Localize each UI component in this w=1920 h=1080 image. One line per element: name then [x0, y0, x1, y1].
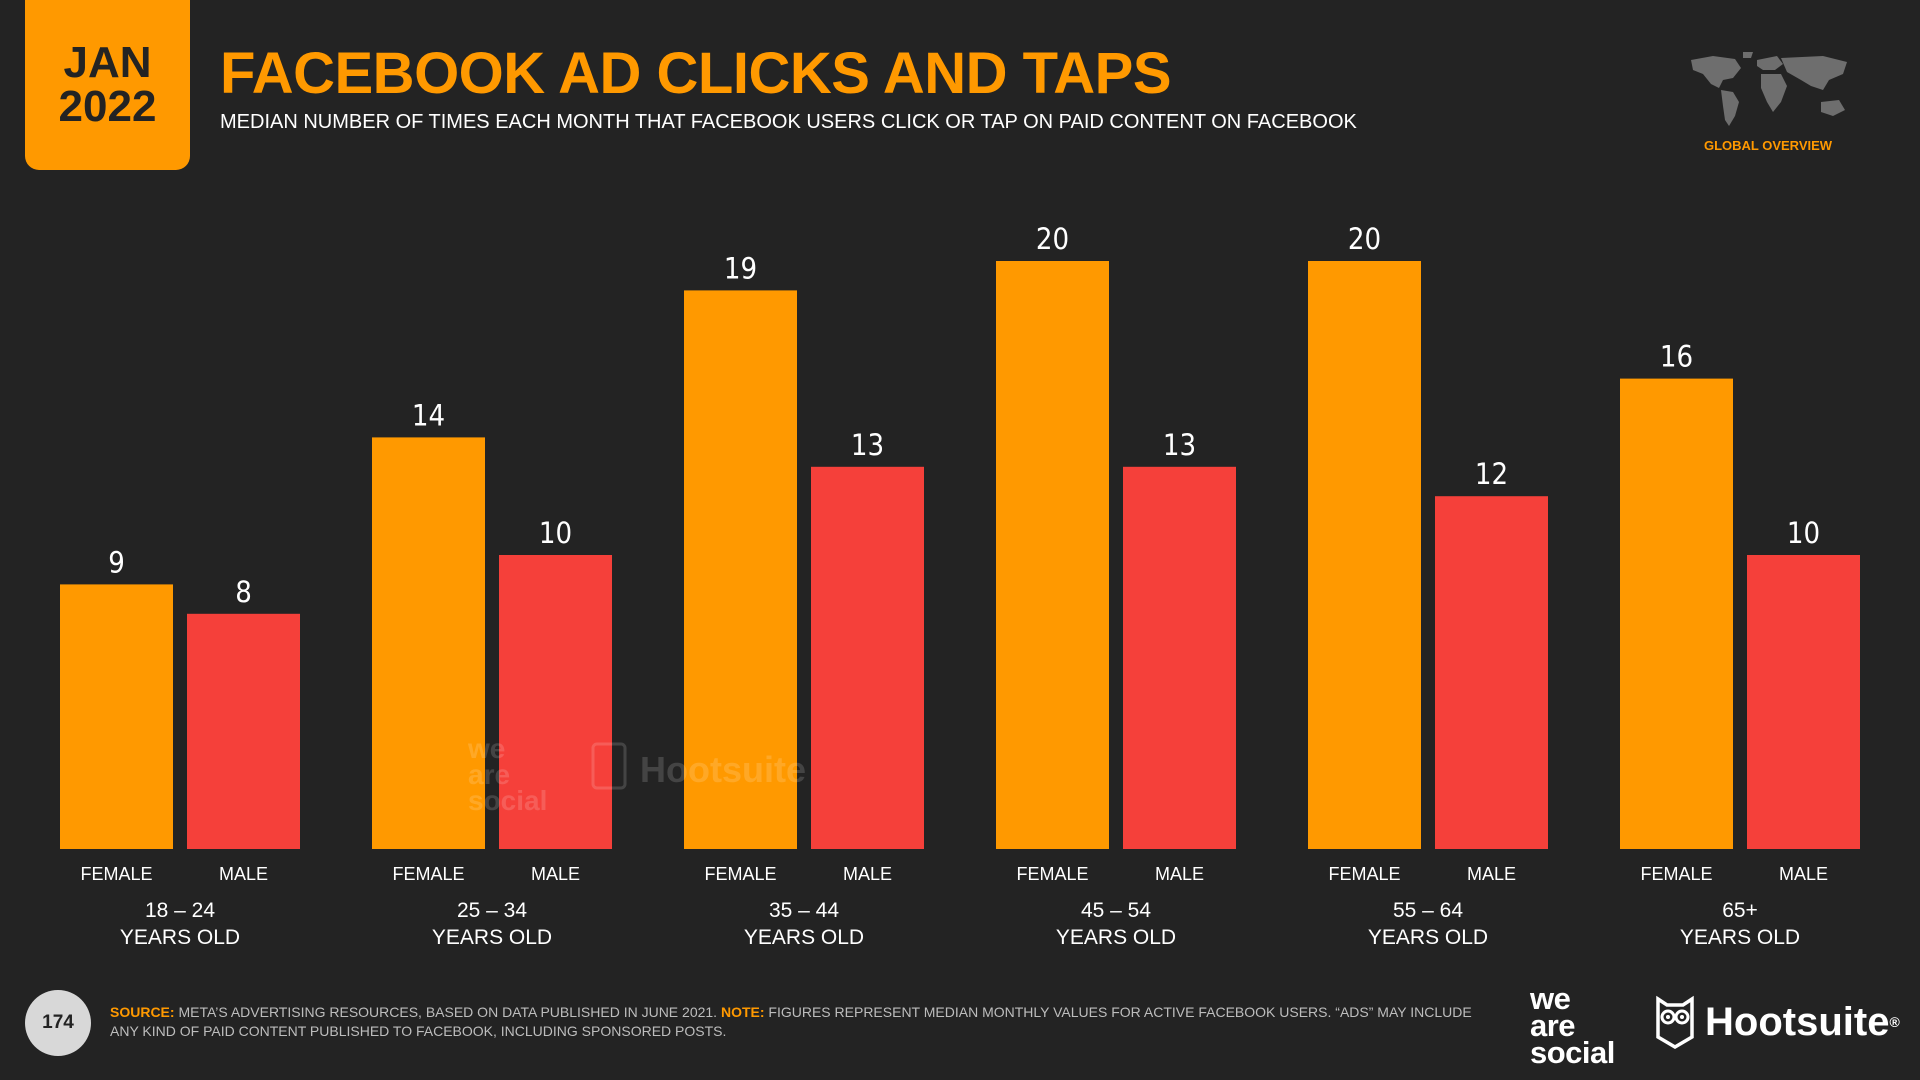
- series-label-male: MALE: [1779, 864, 1828, 884]
- series-label-female: FEMALE: [704, 864, 776, 884]
- date-month: JAN: [63, 38, 152, 87]
- bar-value-label: 10: [539, 516, 572, 550]
- bar-value-label: 16: [1660, 340, 1693, 374]
- category-label-range: 25 – 34: [457, 899, 527, 922]
- bar-value-label: 14: [412, 398, 445, 432]
- bar-male: [1435, 496, 1548, 849]
- world-map-icon: [1691, 52, 1847, 126]
- source-text: META’S ADVERTISING RESOURCES, BASED ON D…: [178, 1004, 718, 1020]
- note-key: NOTE:: [720, 1004, 765, 1020]
- category-label-range: 18 – 24: [145, 899, 215, 922]
- category-label-suffix: YEARS OLD: [1680, 926, 1800, 949]
- bar-value-label: 9: [108, 545, 125, 579]
- category-label-suffix: YEARS OLD: [1368, 926, 1488, 949]
- page-number: 174: [25, 990, 91, 1056]
- category-label-suffix: YEARS OLD: [120, 926, 240, 949]
- date-year: 2022: [58, 82, 157, 131]
- series-label-female: FEMALE: [1640, 864, 1712, 884]
- category-label-suffix: YEARS OLD: [1056, 926, 1176, 949]
- region-label: GLOBAL OVERVIEW: [1703, 138, 1833, 153]
- series-label-male: MALE: [843, 864, 892, 884]
- series-label-male: MALE: [1467, 864, 1516, 884]
- category-label-range: 45 – 54: [1081, 899, 1151, 922]
- bar-value-label: 13: [851, 428, 884, 462]
- bar-value-label: 12: [1475, 457, 1508, 491]
- registered-mark: ®: [1889, 1014, 1900, 1030]
- category-label-range: 35 – 44: [769, 899, 839, 922]
- category-label-range: 65+: [1722, 899, 1758, 922]
- bar-value-label: 8: [235, 575, 252, 609]
- owl-icon: [1656, 995, 1694, 1049]
- bar-female: [1620, 378, 1733, 849]
- bar-male: [187, 613, 300, 849]
- series-label-male: MALE: [219, 864, 268, 884]
- bar-female: [372, 437, 485, 849]
- series-label-male: MALE: [1155, 864, 1204, 884]
- bar-male: [499, 555, 612, 849]
- bar-male: [1123, 466, 1236, 849]
- category-label-range: 55 – 64: [1393, 899, 1463, 922]
- series-label-female: FEMALE: [1016, 864, 1088, 884]
- we-are-social-logo: we are social: [1530, 981, 1615, 1070]
- bar-female: [60, 584, 173, 849]
- bar-value-label: 13: [1163, 428, 1196, 462]
- bar-male: [1747, 555, 1860, 849]
- bar-value-label: 10: [1787, 516, 1820, 550]
- bar-female: [684, 290, 797, 849]
- bar-female: [996, 261, 1109, 849]
- bar-value-label: 19: [724, 251, 757, 285]
- source-key: SOURCE:: [110, 1004, 175, 1020]
- category-label-suffix: YEARS OLD: [744, 926, 864, 949]
- bar-female: [1308, 261, 1421, 849]
- note-text: FIGURES REPRESENT MEDIAN MONTHLY VALUES …: [110, 1004, 1472, 1039]
- hootsuite-wordmark: Hootsuite: [1705, 999, 1890, 1044]
- series-label-male: MALE: [531, 864, 580, 884]
- bar-male: [811, 466, 924, 849]
- series-label-female: FEMALE: [392, 864, 464, 884]
- logo-social: social: [1530, 1035, 1615, 1070]
- region-indicator: GLOBAL OVERVIEW: [1678, 50, 1858, 153]
- logo-are: are: [1530, 1008, 1576, 1043]
- hootsuite-logo: Hootsuite ®: [1655, 995, 1900, 1049]
- bar-value-label: 20: [1036, 222, 1069, 256]
- series-label-female: FEMALE: [1328, 864, 1400, 884]
- bar-value-label: 20: [1348, 222, 1381, 256]
- series-label-female: FEMALE: [80, 864, 152, 884]
- source-note: SOURCE: META’S ADVERTISING RESOURCES, BA…: [110, 1003, 1490, 1041]
- date-badge: JAN 2022: [25, 0, 190, 170]
- page-title: FACEBOOK AD CLICKS AND TAPS: [220, 41, 1172, 106]
- logo-we: we: [1530, 981, 1571, 1016]
- page-subtitle: MEDIAN NUMBER OF TIMES EACH MONTH THAT F…: [220, 111, 1357, 133]
- category-label-suffix: YEARS OLD: [432, 926, 552, 949]
